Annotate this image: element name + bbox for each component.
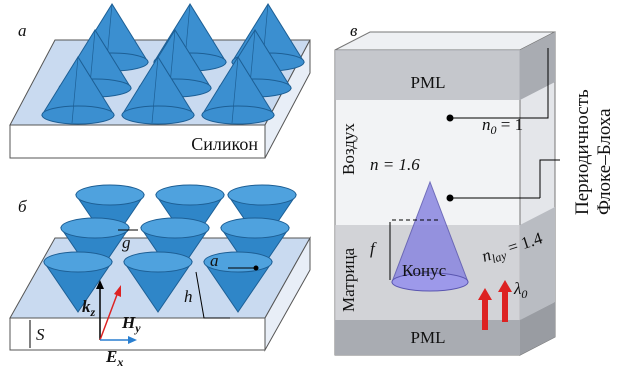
height-label: h bbox=[184, 287, 193, 306]
gap-label: g bbox=[122, 233, 131, 252]
lambda-main: λ bbox=[513, 279, 521, 298]
center-dot bbox=[254, 266, 259, 271]
cone-base bbox=[202, 106, 274, 124]
pml-top-label: PML bbox=[411, 73, 446, 92]
panel-c: в f PML PML Воздух Матрица n0 = 1 n = 1.… bbox=[335, 21, 615, 355]
cone-top bbox=[141, 218, 209, 238]
cone-top bbox=[44, 252, 112, 272]
lambda-sub: 0 bbox=[521, 287, 527, 301]
leader-dot bbox=[447, 115, 454, 122]
h-main: H bbox=[121, 313, 136, 332]
pml-bottom-label: PML bbox=[411, 328, 446, 347]
panel-label: в bbox=[350, 21, 358, 40]
radius-label: a bbox=[210, 251, 219, 270]
box-top bbox=[335, 32, 555, 50]
e-main: E bbox=[105, 347, 117, 366]
cone-top bbox=[156, 185, 224, 205]
h-sub: y bbox=[133, 321, 141, 335]
k-sub: z bbox=[90, 305, 96, 319]
periodicity-line2: Флоке–Блоха bbox=[594, 108, 615, 215]
cone-top bbox=[228, 185, 296, 205]
substrate-label: Силикон bbox=[191, 134, 258, 154]
cone-label: Конус bbox=[402, 261, 447, 280]
cone-index-label: n = 1.6 bbox=[370, 155, 420, 174]
cone-top bbox=[221, 218, 289, 238]
panel-label: б bbox=[18, 197, 27, 216]
cone-top bbox=[76, 185, 144, 205]
panel-label: а bbox=[18, 21, 27, 40]
periodicity-line1: Периодичность bbox=[572, 89, 593, 215]
matrix-side bbox=[520, 207, 555, 320]
thickness-label: S bbox=[36, 325, 45, 344]
cone-top bbox=[124, 252, 192, 272]
figure: а Силикон б g a h S kz Hy Ex в f PML PML… bbox=[0, 0, 617, 373]
cones-a bbox=[42, 4, 304, 124]
matrix-label: Матрица bbox=[339, 247, 358, 312]
air-label: Воздух bbox=[339, 123, 358, 175]
leader-dot bbox=[447, 195, 454, 202]
cone-top bbox=[61, 218, 129, 238]
cone-base bbox=[42, 106, 114, 124]
e-sub: x bbox=[116, 355, 123, 369]
cone-base bbox=[122, 106, 194, 124]
